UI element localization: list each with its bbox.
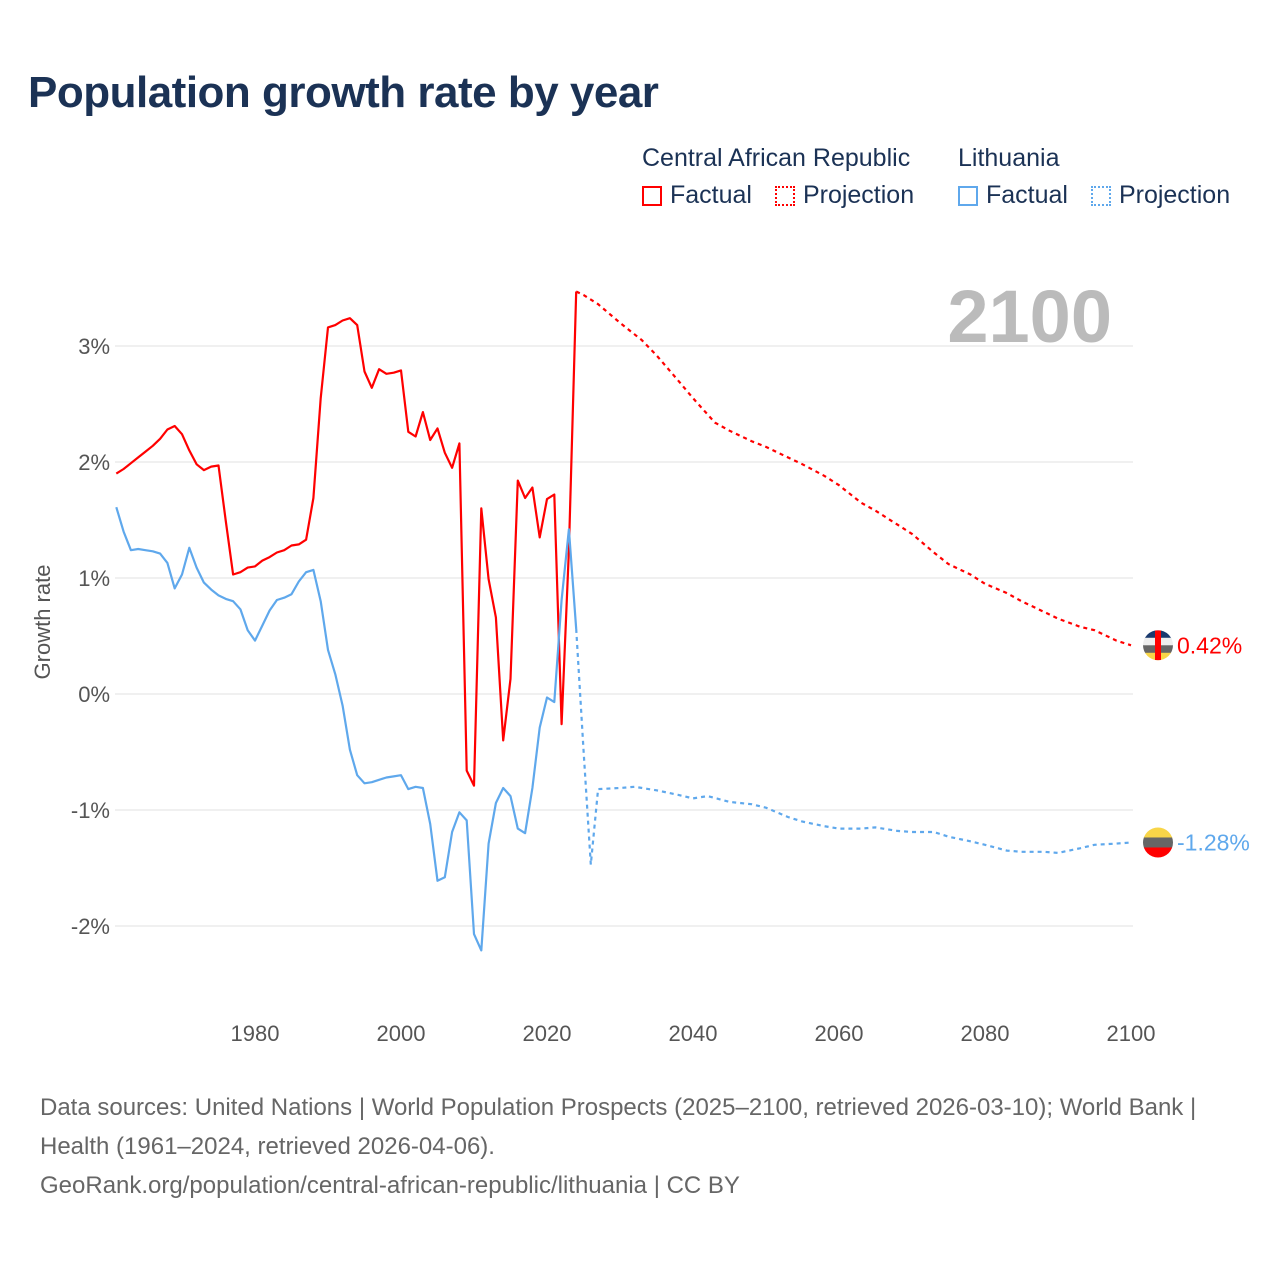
legend-lithuania-projection[interactable]: Projection [1090,181,1231,210]
flag-icon [1143,630,1173,661]
y-tick-label: 1% [78,566,110,591]
legend-lithuania-factual[interactable]: Factual [958,181,1068,210]
x-tick-label: 2100 [1107,1021,1156,1046]
y-tick-label: 2% [78,450,110,475]
legend-label: Factual [670,181,752,209]
legend-label: Projection [802,181,915,209]
data-sources: Data sources: United Nations | World Pop… [40,1094,1197,1160]
legend-group-lithuania: Lithuania Factual Projection [958,144,1246,213]
projection-line-car [575,290,1132,647]
flag-stripe [1143,847,1173,858]
flag-stripe [1143,827,1173,838]
dotted-swatch-icon [774,185,795,206]
source-link[interactable]: GeoRank.org/population/central-african-r… [40,1172,740,1199]
legend-car-projection[interactable]: Projection [774,181,915,210]
x-tick-label: 2040 [669,1021,718,1046]
x-tick-label: 2000 [377,1021,426,1046]
legend-label: Factual [986,181,1068,209]
legend-country-name: Lithuania [958,144,1060,172]
factual-line-car [115,291,578,787]
x-tick-label: 2060 [815,1021,864,1046]
flag-icon [1143,827,1173,858]
flag-stripe [1143,837,1173,848]
y-axis-label: Growth rate [30,565,55,680]
end-value-label: -1.28% [1177,829,1250,855]
footer: Data sources: United Nations | World Pop… [40,1088,1240,1205]
y-tick-label: 0% [78,682,110,707]
solid-swatch-icon [642,185,662,206]
legend-car-factual[interactable]: Factual [642,181,752,210]
y-tick-label: -1% [71,798,110,823]
factual-line-lithuania [115,506,578,952]
solid-swatch-icon [958,185,978,206]
y-tick-label: -2% [71,914,110,939]
projection-line-lithuania [575,628,1132,865]
x-tick-label: 2080 [961,1021,1010,1046]
legend-country-name: Central African Republic [642,144,911,172]
x-tick-label: 2020 [523,1021,572,1046]
y-tick-label: 3% [78,334,110,359]
legend-label: Projection [1118,181,1231,209]
dotted-swatch-icon [1090,185,1111,206]
legend-group-car: Central African Republic Factual Project… [642,144,930,213]
end-value-label: 0.42% [1177,632,1242,658]
year-watermark: 2100 [947,275,1112,358]
flag-stripe [1155,630,1161,661]
chart-title: Population growth rate by year [28,68,659,117]
x-tick-label: 1980 [231,1021,280,1046]
